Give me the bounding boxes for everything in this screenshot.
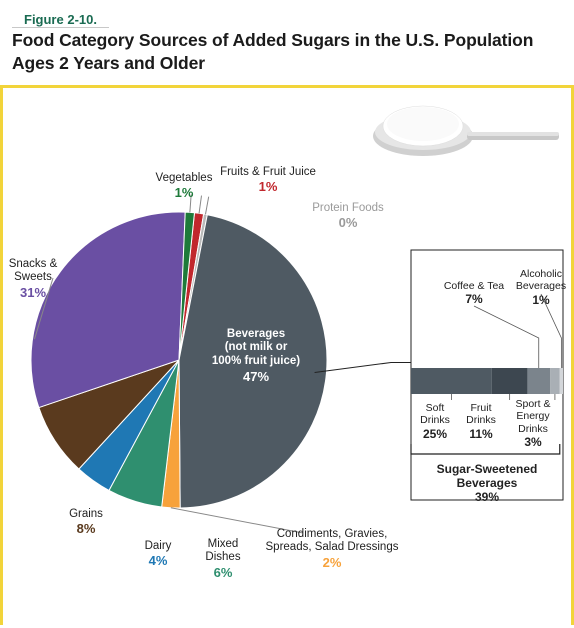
label-grains: Grains8% [61, 508, 111, 539]
chart-area: Snacks &Sweets31% Vegetables1%Fruits & Fr… [0, 85, 574, 625]
sublabel-soft: SoftDrinks25% [411, 402, 459, 442]
ssb-group-label: Sugar-SweetenedBeverages39% [429, 462, 545, 504]
figure-number: Figure 2-10. [12, 6, 109, 28]
sublabel-coffee: Coffee & Tea7% [439, 280, 509, 307]
label-mixed: MixedDishes6% [193, 538, 253, 582]
sublabel-fruit: FruitDrinks11% [459, 402, 503, 442]
label-fruits: Fruits & Fruit Juice1% [213, 166, 323, 197]
figure-title: Food Category Sources of Added Sugars in… [12, 29, 562, 75]
sublabel-sport: Sport &EnergyDrinks3% [507, 398, 559, 450]
label-dairy: Dairy4% [133, 540, 183, 571]
label-protein: Protein Foods0% [303, 202, 393, 233]
label-snacks: Snacks &Sweets31% [5, 258, 61, 302]
label-vegetables: Vegetables1% [149, 172, 219, 203]
label-beverages: Beverages(not milk or100% fruit juice)47… [201, 328, 311, 386]
label-condiments: Condiments, Gravies,Spreads, Salad Dress… [257, 528, 407, 572]
sublabel-alcohol: AlcoholicBeverages1% [513, 268, 569, 308]
